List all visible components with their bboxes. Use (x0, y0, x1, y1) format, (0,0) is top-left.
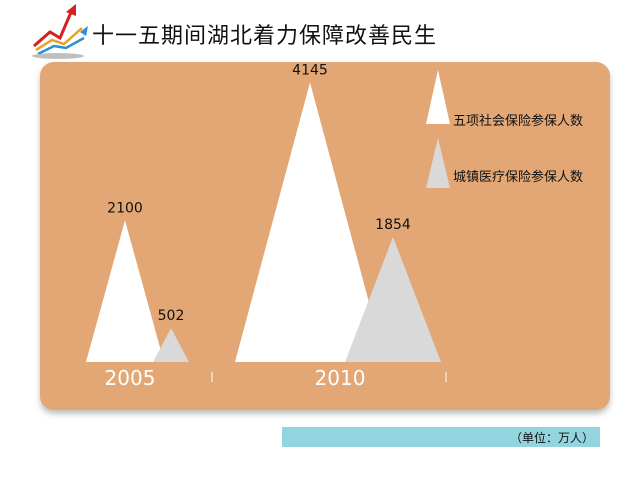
triangle-城镇医疗保险参保人数-2005 (153, 328, 189, 362)
triangle-城镇医疗保险参保人数-2010 (345, 236, 441, 362)
legend-label: 五项社会保险参保人数 (453, 113, 583, 129)
legend-swatch (426, 138, 450, 188)
legend-label: 城镇医疗保险参保人数 (453, 169, 583, 185)
legend-swatch (426, 70, 450, 124)
data-label: 502 (158, 308, 185, 324)
x-tick-label: 2010 (315, 366, 366, 390)
unit-note-bar: （单位：万人） (282, 427, 600, 447)
unit-note: （单位：万人） (509, 431, 594, 445)
data-label: 2100 (107, 200, 143, 216)
data-label: 1854 (375, 217, 411, 233)
data-label: 4145 (292, 62, 328, 78)
triangle-五项社会保险参保人数-2005 (86, 220, 164, 362)
trend-arrows-logo-icon (32, 4, 88, 59)
triangle-五项社会保险参保人数-2010 (235, 82, 385, 362)
page-title: 十一五期间湖北着力保障改善民生 (92, 24, 438, 49)
x-tick-label: 2005 (105, 366, 156, 390)
